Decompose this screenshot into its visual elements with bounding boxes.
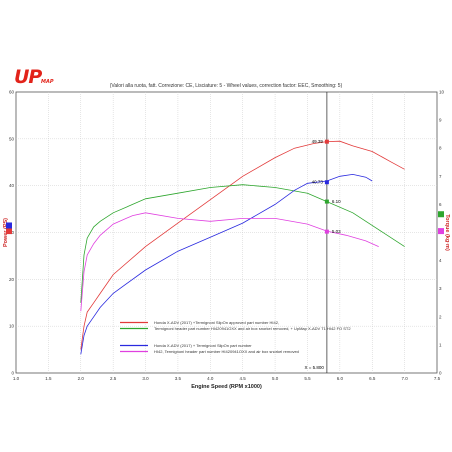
- legend-label: Termignoni header part number HI420941OX…: [154, 326, 351, 331]
- cursor-value-marker: [324, 199, 329, 204]
- x-tick-label: 6.0: [337, 376, 344, 381]
- x-tick-label: 3.5: [175, 376, 182, 381]
- cursor-value-marker: [324, 139, 329, 144]
- y-left-tick-label: 50: [9, 136, 15, 141]
- series-line: [80, 184, 405, 303]
- cursor-value-label: 40.73: [312, 180, 324, 185]
- y-right-tick-label: 1: [439, 342, 442, 347]
- left-series-swatch: [6, 228, 12, 235]
- x-tick-label: 5.5: [304, 376, 311, 381]
- right-series-swatch: [438, 228, 444, 235]
- y-right-tick-label: 3: [439, 286, 442, 291]
- y-right-tick-label: 2: [439, 314, 442, 319]
- y-left-tick-label: 60: [9, 90, 15, 95]
- cursor-value-marker: [324, 229, 329, 234]
- y-right-tick-label: 6: [439, 202, 442, 207]
- y-right-tick-label: 10: [439, 90, 445, 95]
- cursor-value-label: 49.39: [312, 139, 324, 144]
- y-right-tick-label: 0: [439, 371, 442, 376]
- series-line: [80, 212, 379, 312]
- x-tick-label: 1.5: [45, 376, 52, 381]
- x-tick-label: 6.5: [369, 376, 376, 381]
- y-right-tick-label: 4: [439, 258, 442, 263]
- y-right-tick-label: 8: [439, 146, 442, 151]
- chart-title: (Valori alla ruota, fatt. Correzione: CE…: [109, 83, 343, 89]
- logo-up-text: UP: [14, 66, 42, 88]
- x-tick-label: 4.0: [207, 376, 214, 381]
- x-tick-label: 2.5: [110, 376, 117, 381]
- right-series-swatch: [438, 211, 444, 218]
- cursor-value-marker: [324, 180, 329, 185]
- logo-map-text: MAP: [41, 79, 54, 85]
- legend-label: Honda X-ADV (2017) + Termignoni SlipOn p…: [154, 343, 252, 348]
- x-axis-label: Engine Speed (RPM x1000): [191, 384, 262, 390]
- series-line: [80, 140, 405, 350]
- x-tick-label: 2.0: [78, 376, 85, 381]
- y-right-tick-label: 7: [439, 174, 442, 179]
- y-right-axis-label: Torque (kg·m): [444, 214, 450, 251]
- y-left-tick-label: 0: [11, 371, 14, 376]
- legend-label: HI42, Termignoni header part number HI42…: [154, 349, 299, 354]
- x-tick-label: 7.5: [434, 376, 441, 381]
- series-line: [80, 173, 373, 355]
- y-left-tick-label: 40: [9, 183, 15, 188]
- upmap-logo: UP MAP: [14, 66, 54, 92]
- x-tick-label: 3.0: [142, 376, 149, 381]
- y-right-tick-label: 9: [439, 118, 442, 123]
- y-left-tick-label: 10: [9, 324, 15, 329]
- cursor-value-label: 5.03: [332, 229, 341, 234]
- x-tick-label: 4.5: [240, 376, 247, 381]
- legend-label: Honda X-ADV (2017) +Termignoni SlipOn ap…: [154, 320, 279, 325]
- cursor-value-label: 6.10: [332, 199, 341, 204]
- left-series-swatch: [6, 222, 12, 229]
- x-tick-label: 1.0: [13, 376, 20, 381]
- cursor-label: X = 5.800: [304, 365, 324, 370]
- y-left-tick-label: 20: [9, 277, 15, 282]
- x-tick-label: 5.0: [272, 376, 279, 381]
- x-tick-label: 7.0: [401, 376, 408, 381]
